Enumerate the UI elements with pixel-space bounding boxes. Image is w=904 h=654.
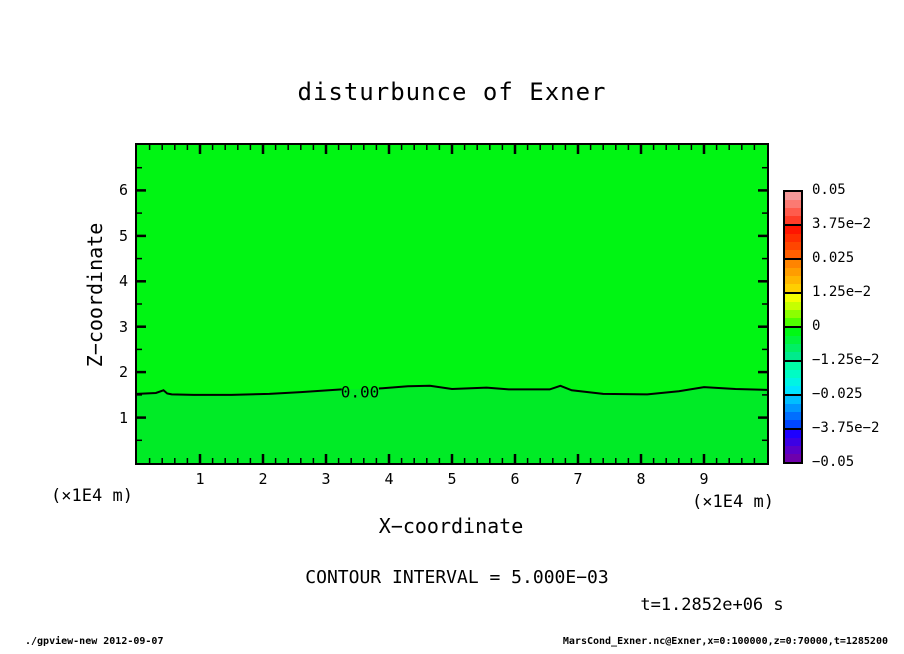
colorbar-segment [783, 360, 803, 396]
plot-area: 0.00 [135, 143, 769, 465]
colorbar-segment [783, 326, 803, 362]
x-axis-unit-label: (×1E4 m) [692, 492, 774, 512]
zero-contour-label: 0.00 [341, 383, 380, 402]
fill-below-zero [137, 385, 767, 463]
x-tick-label: 9 [699, 470, 709, 488]
colorbar-segment [783, 258, 803, 294]
y-tick-label: 5 [118, 226, 128, 245]
colorbar-label: 3.75e−2 [812, 216, 872, 232]
x-tick-label: 4 [384, 470, 394, 488]
y-tick-label: 6 [118, 181, 128, 200]
colorbar-label: 0.05 [812, 182, 846, 198]
x-tick-label: 8 [636, 470, 646, 488]
contour-plot-canvas: 0.00 [137, 145, 767, 463]
plot-title: disturbunce of Exner [297, 78, 607, 106]
x-axis-label: X−coordinate [378, 514, 524, 538]
x-tick-label: 5 [447, 470, 457, 488]
colorbar-label: −0.025 [812, 386, 863, 402]
zero-contour-line [378, 384, 767, 396]
colorbar-label: −1.25e−2 [812, 352, 880, 368]
x-tick-label: 3 [321, 470, 331, 488]
contour-interval-annotation: CONTOUR INTERVAL = 5.000E−03 [305, 567, 609, 588]
colorbar-label: −3.75e−2 [812, 420, 880, 436]
y-tick-label: 1 [118, 408, 128, 427]
colorbar-segment [783, 190, 803, 226]
footer-file-info: MarsCond_Exner.nc@Exner,x=0:100000,z=0:7… [562, 636, 888, 647]
x-tick-label: 1 [195, 470, 205, 488]
colorbar [783, 190, 803, 464]
colorbar-segment [783, 292, 803, 328]
x-tick-label: 2 [258, 470, 268, 488]
time-annotation: t=1.2852e+06 s [640, 595, 784, 615]
colorbar-label: −0.05 [812, 454, 855, 470]
zero-contour-line [137, 388, 342, 396]
colorbar-label: 1.25e−2 [812, 284, 872, 300]
x-tick-label: 7 [573, 470, 583, 488]
footer-command-line: ./gpview-new 2012-09-07 [25, 636, 164, 647]
colorbar-segment [783, 428, 803, 464]
colorbar-label: 0.025 [812, 250, 855, 266]
y-tick-label: 2 [118, 363, 128, 382]
y-tick-label: 3 [118, 317, 128, 336]
y-axis-unit-label: (×1E4 m) [51, 486, 133, 506]
colorbar-segment [783, 224, 803, 260]
colorbar-label: 0 [812, 318, 821, 334]
y-tick-label: 4 [118, 272, 128, 291]
colorbar-segment [783, 394, 803, 430]
x-tick-label: 6 [510, 470, 520, 488]
